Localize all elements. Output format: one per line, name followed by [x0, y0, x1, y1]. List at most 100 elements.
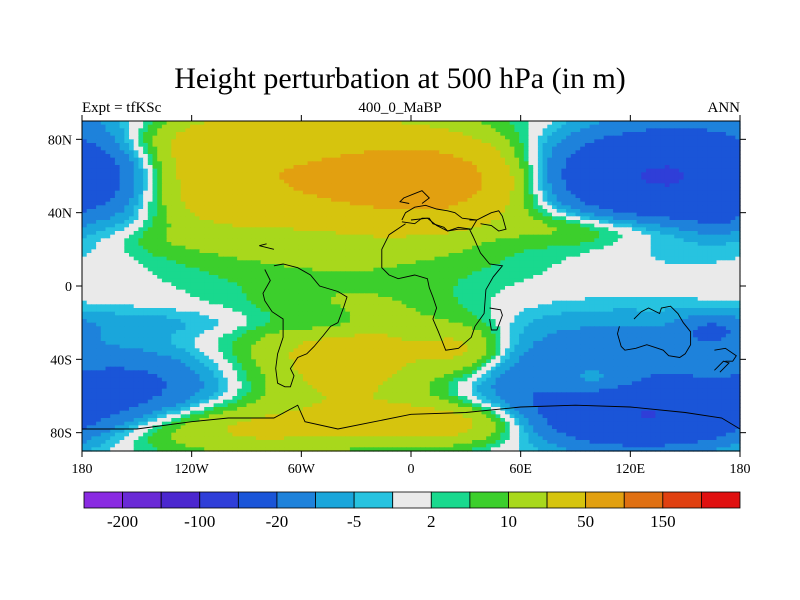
field-cell: [124, 212, 130, 217]
field-cell: [194, 238, 201, 243]
field-cell: [655, 190, 661, 195]
field-cell: [580, 172, 586, 177]
field-cell: [584, 216, 591, 221]
field-cell: [86, 176, 92, 181]
field-cell: [420, 135, 426, 140]
field-cell: [124, 209, 130, 214]
field-cell: [505, 146, 511, 151]
field-cell: [396, 201, 403, 206]
field-cell: [603, 234, 609, 239]
field-cell: [514, 190, 520, 195]
field-cell: [161, 216, 168, 221]
field-cell: [279, 238, 285, 243]
field-cell: [688, 190, 694, 195]
field-cell: [533, 216, 539, 221]
field-cell: [321, 242, 327, 247]
field-cell: [180, 238, 186, 243]
field-cell: [519, 201, 525, 206]
field-cell: [439, 198, 445, 203]
field-cell: [472, 220, 478, 225]
field-cell: [650, 150, 656, 155]
field-cell: [298, 121, 304, 126]
field-cell: [415, 234, 421, 239]
field-cell: [129, 212, 135, 217]
field-cell: [284, 216, 290, 221]
field-cell: [697, 128, 703, 133]
field-cell: [326, 157, 332, 162]
field-cell: [462, 121, 468, 126]
field-cell: [721, 143, 727, 148]
field-cell: [119, 198, 125, 203]
field-cell: [335, 223, 342, 228]
field-cell: [693, 139, 699, 144]
field-cell: [396, 132, 403, 137]
field-cell: [589, 179, 595, 184]
field-cell: [599, 205, 605, 210]
field-cell: [176, 220, 182, 225]
field-cell: [561, 245, 567, 250]
field-cell: [448, 165, 454, 170]
field-cell: [251, 194, 257, 199]
field-cell: [660, 238, 666, 243]
field-cell: [481, 198, 487, 203]
field-cell: [166, 172, 172, 177]
field-cell: [270, 201, 276, 206]
field-cell: [702, 176, 708, 181]
field-cell: [105, 187, 111, 192]
field-cell: [627, 194, 633, 199]
field-cell: [603, 168, 609, 173]
field-cell: [599, 194, 605, 199]
field-cell: [514, 205, 520, 210]
field-cell: [514, 165, 520, 170]
field-cell: [359, 139, 365, 144]
field-cell: [425, 121, 431, 126]
field-cell: [505, 234, 511, 239]
field-cell: [105, 179, 111, 184]
field-cell: [664, 245, 671, 250]
field-cell: [180, 209, 186, 214]
field-cell: [584, 124, 591, 129]
field-cell: [129, 201, 135, 206]
field-cell: [697, 146, 703, 151]
field-cell: [331, 168, 337, 173]
field-cell: [298, 223, 304, 228]
field-cell: [490, 223, 497, 228]
field-cell: [486, 121, 492, 126]
field-cell: [443, 198, 450, 203]
field-cell: [100, 183, 107, 188]
field-cell: [91, 176, 97, 181]
field-cell: [190, 245, 196, 250]
field-cell: [688, 150, 694, 155]
field-cell: [669, 128, 675, 133]
field-cell: [650, 157, 656, 162]
field-cell: [396, 220, 403, 225]
field-cell: [622, 201, 628, 206]
field-cell: [180, 135, 186, 140]
field-cell: [490, 124, 497, 129]
field-cell: [218, 143, 224, 148]
field-cell: [697, 198, 703, 203]
field-cell: [298, 242, 304, 247]
field-cell: [401, 187, 407, 192]
field-cell: [368, 161, 374, 166]
field-cell: [82, 234, 88, 239]
field-cell: [232, 234, 238, 239]
field-cell: [664, 227, 671, 232]
field-cell: [660, 165, 666, 170]
field-cell: [725, 234, 732, 239]
field-cell: [185, 216, 191, 221]
field-cell: [448, 143, 454, 148]
field-cell: [702, 245, 708, 250]
field-cell: [241, 201, 248, 206]
field-cell: [260, 231, 266, 236]
field-cell: [382, 223, 389, 228]
field-cell: [500, 234, 506, 239]
field-cell: [335, 198, 342, 203]
field-cell: [152, 176, 158, 181]
field-cell: [171, 205, 177, 210]
field-cell: [129, 227, 135, 232]
field-cell: [321, 249, 327, 254]
field-cell: [312, 238, 318, 243]
field-cell: [364, 234, 370, 239]
field-cell: [255, 146, 262, 151]
